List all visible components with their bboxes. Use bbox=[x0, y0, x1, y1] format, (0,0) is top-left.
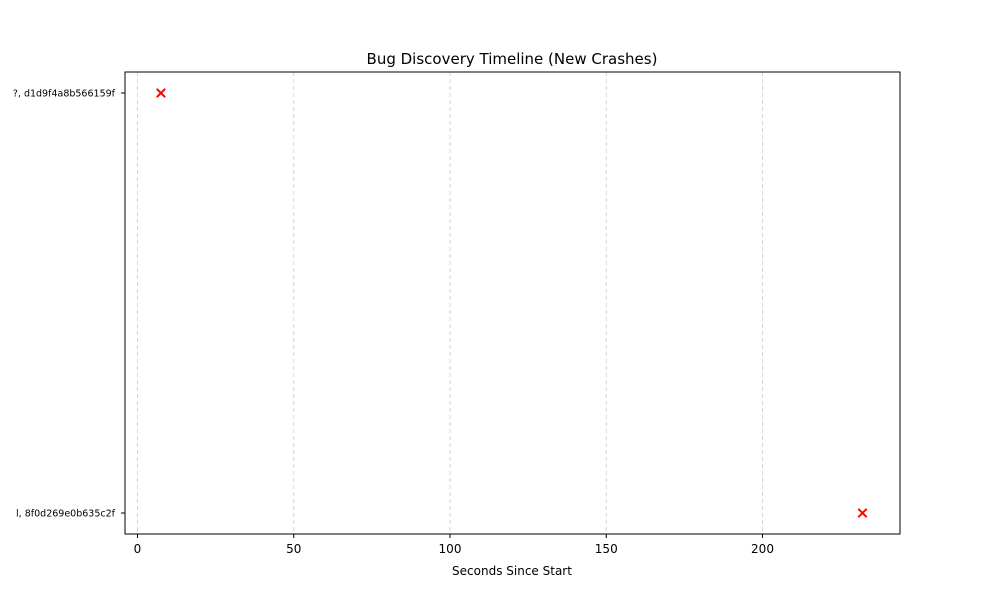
x-tick-label: 0 bbox=[134, 542, 142, 556]
crash-point-marker bbox=[858, 509, 866, 517]
x-tick-label: 100 bbox=[439, 542, 462, 556]
y-tick-label: l, 8f0d269e0b635c2f bbox=[16, 509, 116, 520]
x-tick-label: 50 bbox=[286, 542, 301, 556]
crash-point-marker bbox=[157, 89, 165, 97]
x-axis-label: Seconds Since Start bbox=[452, 564, 572, 578]
x-tick-label: 200 bbox=[751, 542, 774, 556]
x-axis-ticks: 0 50 100 150 200 bbox=[134, 534, 774, 556]
plot-frame bbox=[125, 72, 900, 534]
x-tick-label: 150 bbox=[595, 542, 618, 556]
y-tick-label: ?, d1d9f4a8b566159f bbox=[13, 89, 116, 100]
scatter-points bbox=[157, 89, 867, 517]
y-axis-ticks: ?, d1d9f4a8b566159f l, 8f0d269e0b635c2f bbox=[13, 89, 125, 520]
chart-title: Bug Discovery Timeline (New Crashes) bbox=[367, 50, 658, 68]
grid-lines bbox=[138, 72, 763, 534]
